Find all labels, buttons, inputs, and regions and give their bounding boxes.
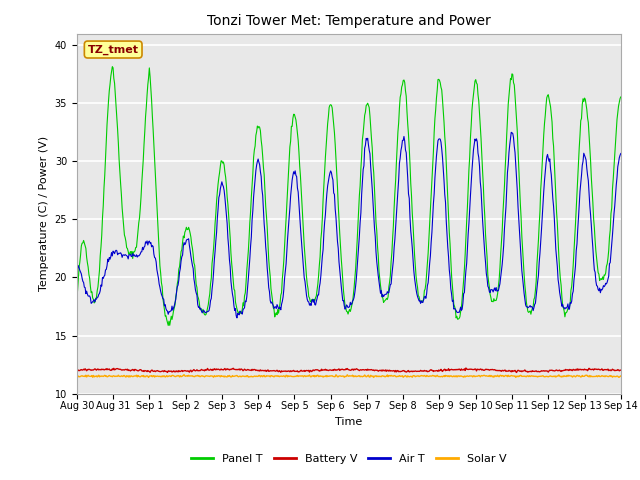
- Title: Tonzi Tower Met: Temperature and Power: Tonzi Tower Met: Temperature and Power: [207, 14, 491, 28]
- Air T: [216, 192, 223, 198]
- Panel T: [617, 94, 625, 100]
- Solar V: [395, 373, 403, 379]
- Panel T: [164, 323, 172, 328]
- Panel T: [342, 305, 349, 311]
- Line: Air T: Air T: [77, 132, 621, 318]
- Panel T: [395, 120, 403, 126]
- Battery V: [193, 368, 200, 373]
- Solar V: [193, 373, 201, 379]
- Air T: [341, 306, 349, 312]
- Battery V: [447, 367, 454, 372]
- Panel T: [73, 297, 81, 303]
- Panel T: [194, 293, 202, 299]
- Air T: [508, 130, 515, 135]
- Battery V: [73, 367, 81, 373]
- Solar V: [73, 373, 81, 379]
- Line: Battery V: Battery V: [77, 368, 621, 372]
- Air T: [233, 315, 241, 321]
- Battery V: [394, 368, 401, 373]
- Battery V: [568, 368, 576, 373]
- Air T: [448, 291, 456, 297]
- Legend: Panel T, Battery V, Air T, Solar V: Panel T, Battery V, Air T, Solar V: [186, 450, 511, 468]
- Line: Solar V: Solar V: [77, 375, 621, 377]
- Air T: [193, 290, 200, 296]
- Panel T: [568, 274, 576, 279]
- Text: TZ_tmet: TZ_tmet: [88, 44, 139, 55]
- Panel T: [108, 64, 116, 70]
- Y-axis label: Temperature (C) / Power (V): Temperature (C) / Power (V): [39, 136, 49, 291]
- Solar V: [449, 374, 456, 380]
- Solar V: [568, 374, 576, 380]
- Panel T: [217, 158, 225, 164]
- Battery V: [216, 367, 223, 373]
- Panel T: [449, 282, 456, 288]
- Battery V: [340, 367, 348, 372]
- Battery V: [617, 367, 625, 373]
- Solar V: [216, 374, 224, 380]
- Line: Panel T: Panel T: [77, 67, 621, 325]
- Air T: [617, 151, 625, 156]
- Battery V: [513, 370, 520, 375]
- Solar V: [341, 373, 349, 379]
- Solar V: [370, 374, 378, 380]
- Battery V: [462, 365, 470, 371]
- Air T: [394, 188, 402, 194]
- Solar V: [180, 372, 188, 378]
- Solar V: [617, 373, 625, 379]
- Air T: [73, 266, 81, 272]
- X-axis label: Time: Time: [335, 417, 362, 427]
- Air T: [568, 291, 576, 297]
